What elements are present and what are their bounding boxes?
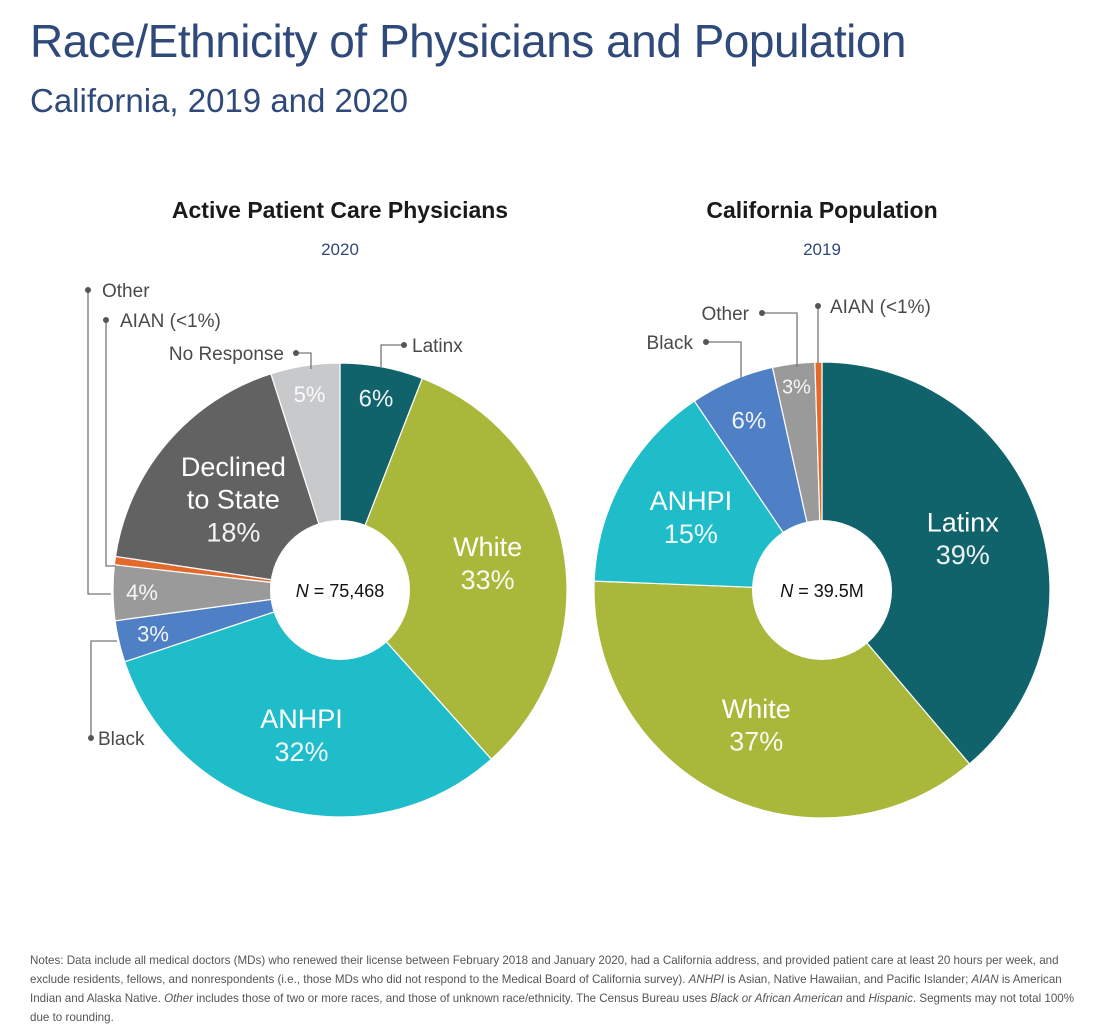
- slice-label-other: 3%: [782, 377, 811, 399]
- chart-title: California Population: [706, 197, 937, 223]
- callout-latinx: Latinx: [380, 336, 463, 367]
- callout-other: Other: [701, 304, 798, 367]
- slice-label-black: 6%: [732, 408, 767, 435]
- callout-black: Black: [647, 333, 742, 378]
- chart-title: Active Patient Care Physicians: [172, 197, 508, 223]
- slice-label-anhpi: ANHPI 15%: [650, 486, 733, 549]
- slice-declined-to-state: [114, 373, 341, 591]
- svg-text:No Response: No Response: [169, 344, 284, 365]
- svg-text:Latinx: Latinx: [412, 336, 463, 357]
- callout-aian: AIAN (<1%): [103, 311, 221, 567]
- svg-text:AIAN (<1%): AIAN (<1%): [120, 311, 221, 332]
- page-title: Race/Ethnicity of Physicians and Populat…: [30, 15, 907, 67]
- svg-text:Black: Black: [98, 729, 145, 750]
- slice-label-declined-to-state: Declined to State 18%: [181, 452, 286, 548]
- callout-no-response: No Response: [169, 344, 312, 369]
- slice-label-anhpi: ANHPI 32%: [260, 704, 343, 767]
- svg-text:Black: Black: [647, 333, 694, 354]
- slice-white: [339, 377, 568, 761]
- notes-text: Notes: Data include all medical doctors …: [30, 954, 1075, 1024]
- slice-label-latinx: Latinx 39%: [927, 507, 1000, 570]
- slice-label-black: 3%: [137, 621, 169, 646]
- donut-hole: [270, 520, 410, 660]
- slice-white: [593, 580, 971, 819]
- slice-latinx: [821, 361, 1051, 765]
- slice-label-other: 4%: [126, 580, 158, 605]
- page-subtitle: California, 2019 and 2020: [30, 82, 408, 119]
- slice-label-no-response: 5%: [294, 382, 326, 407]
- callout-aian: AIAN (<1%): [815, 297, 931, 363]
- charts-canvas: Active Patient Care Physicians 2020 N = 75…: [85, 197, 1051, 819]
- sample-size-label: N = 39.5M: [780, 581, 864, 601]
- slice-label-white: White 37%: [722, 694, 791, 757]
- slice-label-latinx: 6%: [359, 386, 394, 413]
- svg-text:Other: Other: [701, 304, 749, 325]
- sample-size-label: N = 75,468: [296, 581, 385, 601]
- chart-year: 2020: [321, 240, 359, 259]
- callout-black: Black: [88, 640, 145, 750]
- pie-chart-2: California Population 2019 N = 39.5M Latinx…: [593, 197, 1051, 819]
- slice-anhpi: [593, 400, 824, 591]
- svg-text:AIAN (<1%): AIAN (<1%): [830, 297, 931, 318]
- callout-other: Other: [85, 281, 150, 595]
- slice-label-white: White 33%: [453, 532, 522, 595]
- svg-text:Other: Other: [102, 281, 150, 302]
- slice-anhpi: [123, 589, 493, 818]
- pie-chart-1: Active Patient Care Physicians 2020 N = 75…: [85, 197, 568, 818]
- chart-year: 2019: [803, 240, 841, 259]
- donut-hole: [752, 520, 892, 660]
